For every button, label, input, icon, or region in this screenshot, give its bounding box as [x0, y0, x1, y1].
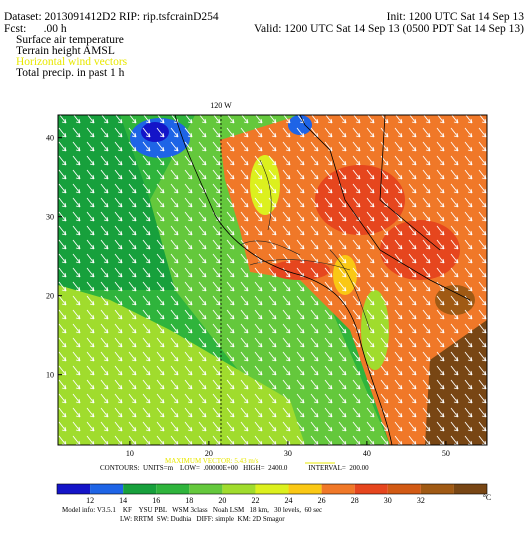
colorbar-label: 32	[417, 496, 425, 505]
field-label: Horizontal wind vectors	[16, 56, 128, 68]
valid-line: Valid: 1200 UTC Sat 14 Sep 13 (0500 PDT …	[254, 23, 524, 35]
colorbar-label: 30	[384, 496, 392, 505]
colorbar-swatch	[288, 484, 322, 494]
colorbar-swatch	[453, 484, 487, 494]
colorbar-swatch	[354, 484, 388, 494]
colorbar-label: 28	[351, 496, 359, 505]
y-tick-label: 40	[46, 134, 54, 143]
x-tick-label: 30	[284, 449, 292, 458]
map-field	[58, 115, 487, 445]
x-tick-label: 40	[363, 449, 371, 458]
colorbar-label: 14	[119, 496, 127, 505]
colorbar-swatch	[222, 484, 256, 494]
colorbar-swatch	[156, 484, 190, 494]
dataset-line: Dataset: 2013091412D2 RIP: rip.tsfcrainD…	[4, 11, 219, 23]
colorbar-label: 16	[152, 496, 160, 505]
colorbar-label: 18	[185, 496, 193, 505]
max-vector: MAXIMUM VECTOR: 5.43 m/s	[165, 457, 259, 465]
colorbar-swatch	[90, 484, 124, 494]
colorbar-swatch	[420, 484, 454, 494]
footer-line: LW: RRTM SW: Dudhia DIFF: simple KM: 2D …	[120, 515, 285, 523]
x-tick-label: 10	[126, 449, 134, 458]
colorbar-label: 20	[218, 496, 226, 505]
colorbar-label: 12	[86, 496, 94, 505]
y-tick-label: 30	[46, 213, 54, 222]
fcst-line: Fcst: .00 h	[4, 23, 67, 35]
colorbar-label: 26	[318, 496, 326, 505]
colorbar-swatch	[387, 484, 421, 494]
field-label: Terrain height AMSL	[16, 45, 115, 57]
colorbar-swatch	[255, 484, 289, 494]
footer-line: Model info: V3.5.1 KF YSU PBL WSM 3class…	[62, 506, 322, 514]
meridian-label: 120 W	[210, 101, 232, 110]
y-tick-label: 20	[46, 292, 54, 301]
x-tick-label: 20	[205, 449, 213, 458]
colorbar-swatch	[57, 484, 91, 494]
colorbar: 12 14 16 18 20 22 24 26 28 30 32 °C	[56, 483, 492, 505]
colorbar-label: 22	[251, 496, 259, 505]
colorbar-swatch	[189, 484, 223, 494]
x-tick-label: 50	[442, 449, 450, 458]
y-tick-label: 10	[46, 371, 54, 380]
init-line: Init: 1200 UTC Sat 14 Sep 13	[387, 11, 525, 23]
contour-info: CONTOURS: UNITS=m LOW= .00000E+00 HIGH= …	[100, 464, 369, 472]
plot-frame	[57, 114, 488, 446]
colorbar-label: 24	[285, 496, 293, 505]
colorbar-swatch	[321, 484, 355, 494]
colorbar-swatch	[123, 484, 157, 494]
colorbar-unit: °C	[483, 493, 492, 502]
field-label: Total precip. in past 1 h	[16, 67, 125, 79]
field-label: Surface air temperature	[16, 34, 124, 46]
colorbar-frame	[56, 483, 488, 495]
